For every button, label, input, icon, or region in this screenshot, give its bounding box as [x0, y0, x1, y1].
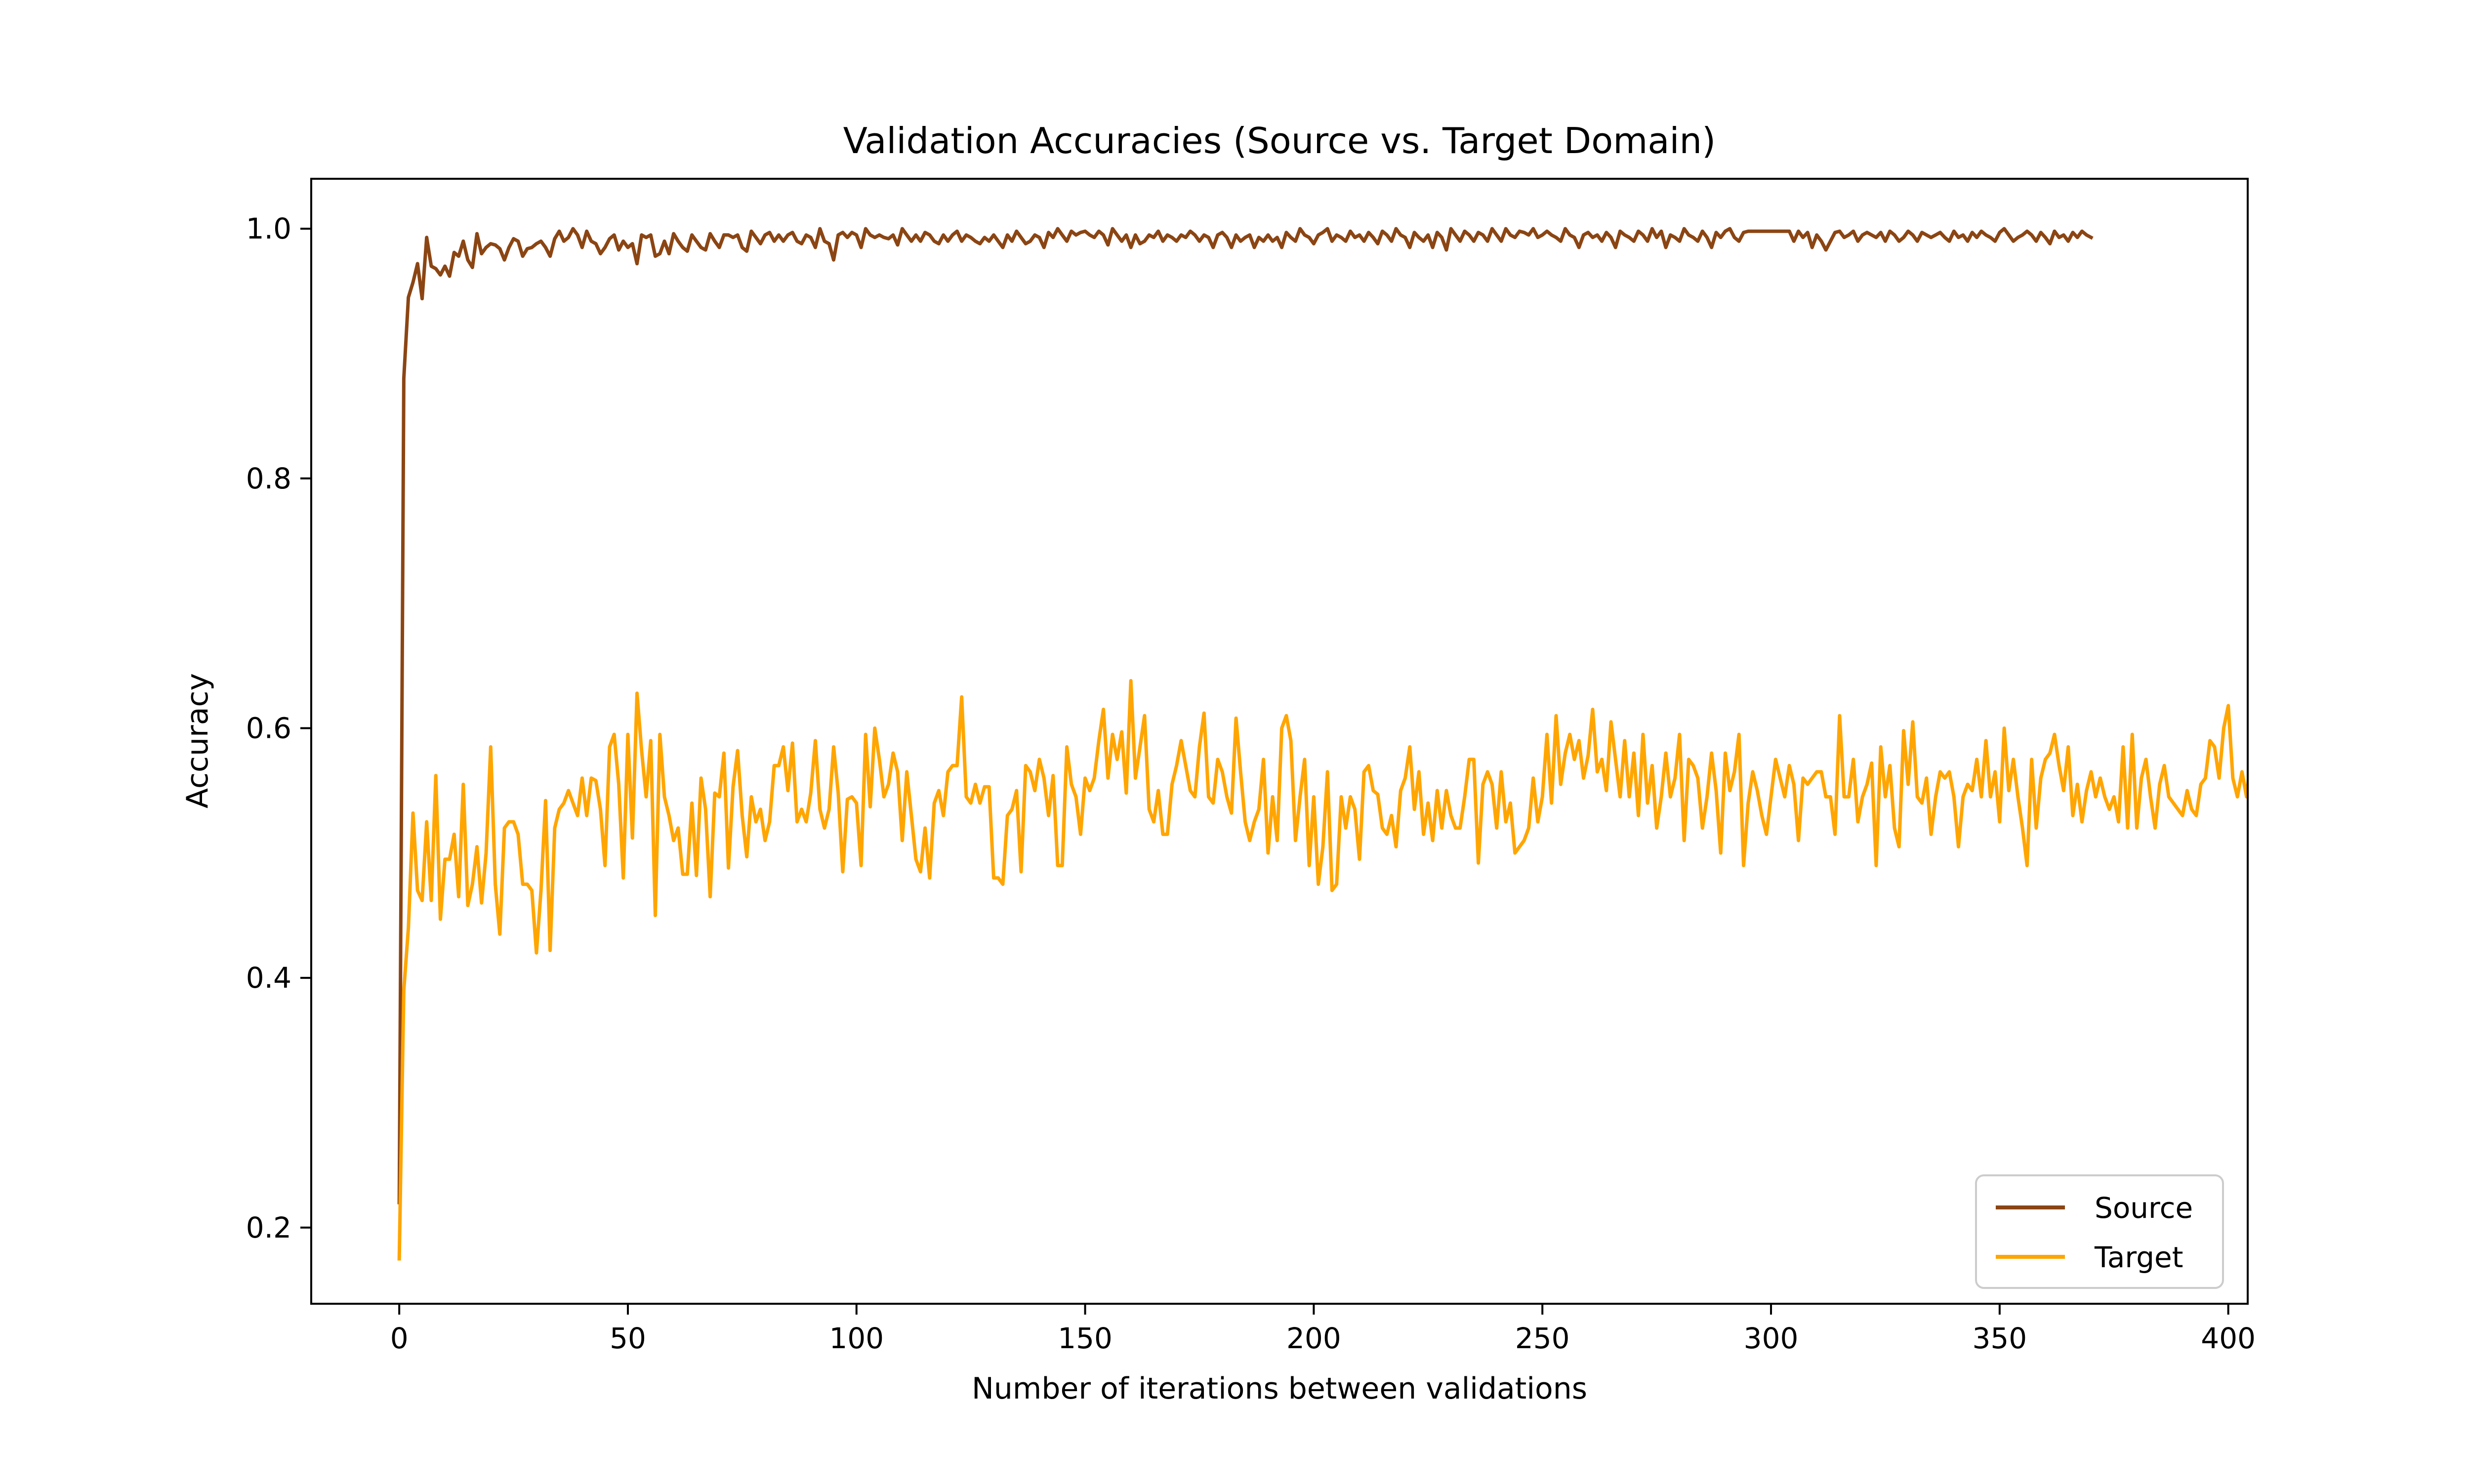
legend-label-source: Source — [2095, 1191, 2193, 1225]
x-tick-label: 250 — [1515, 1322, 1570, 1355]
x-tick-label: 0 — [390, 1322, 409, 1355]
y-tick-label: 0.4 — [246, 961, 291, 995]
x-tick-label: 50 — [610, 1322, 646, 1355]
y-tick-label: 0.8 — [246, 462, 291, 495]
y-axis-label: Accuracy — [180, 673, 215, 808]
chart-title: Validation Accuracies (Source vs. Target… — [843, 120, 1716, 161]
y-tick-label: 1.0 — [246, 212, 291, 245]
x-axis: 0 50 100 150 200 250 300 350 400 — [390, 1304, 2256, 1355]
legend-box — [1975, 1174, 2224, 1289]
plot-frame — [310, 178, 2249, 1305]
series-line-target — [397, 679, 2248, 1261]
x-tick-label: 350 — [1972, 1322, 2027, 1355]
x-axis-label: Number of iterations between validations — [972, 1371, 1587, 1406]
x-tick-label: 300 — [1744, 1322, 1799, 1355]
legend-label-target: Target — [2094, 1241, 2183, 1274]
y-tick-label: 0.6 — [246, 711, 291, 745]
x-tick-label: 150 — [1058, 1322, 1112, 1355]
x-tick-label: 100 — [829, 1322, 884, 1355]
series-layer — [397, 227, 2248, 1261]
x-tick-label: 200 — [1286, 1322, 1341, 1355]
y-tick-label: 0.2 — [246, 1211, 291, 1244]
legend: Source Target — [1975, 1174, 2224, 1289]
series-line-source — [397, 227, 2094, 1204]
x-tick-label: 400 — [2201, 1322, 2256, 1355]
y-axis: 0.2 0.4 0.6 0.8 1.0 — [246, 212, 311, 1244]
